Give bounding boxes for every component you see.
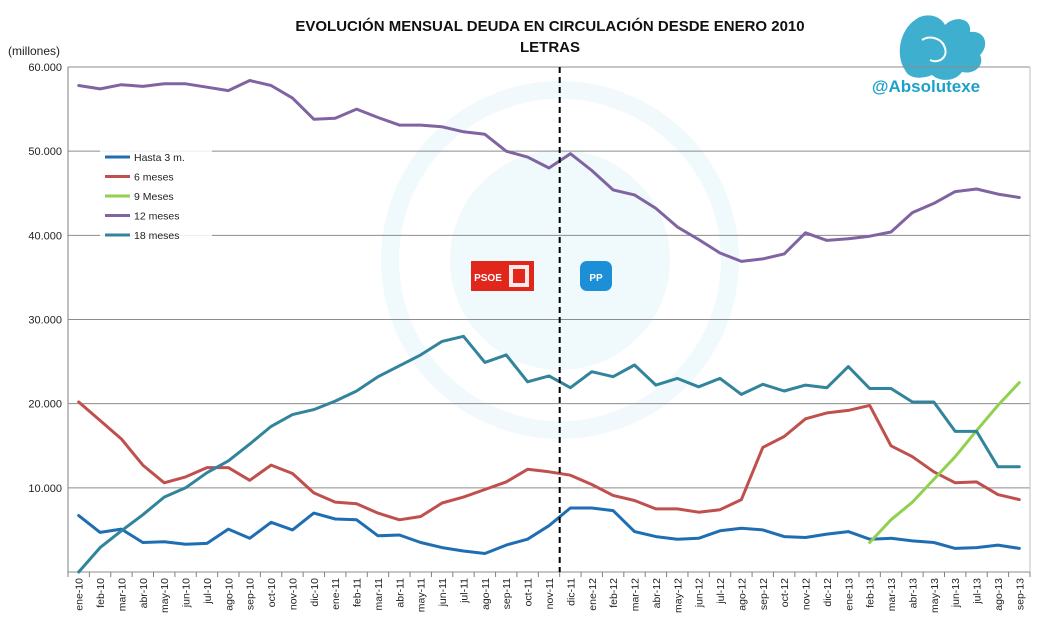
watermark-handle: @Absolutexe xyxy=(872,77,980,96)
x-tick-label: dic-10 xyxy=(309,578,321,607)
x-tick-label: feb-12 xyxy=(608,578,620,608)
x-axis-ticks: ene-10 feb-10 mar-10 abr-10 may-10 jun-10 jul-… xyxy=(67,572,1031,613)
x-tick-label: jun-11 xyxy=(437,578,449,608)
x-tick-label: mar-10 xyxy=(116,578,128,611)
x-tick-label: feb-10 xyxy=(95,578,107,608)
legend-label: Hasta 3 m. xyxy=(134,152,185,164)
series-line xyxy=(77,334,1021,574)
x-tick-label: mar-13 xyxy=(886,578,898,611)
series-layer xyxy=(77,79,1021,574)
x-tick-label: oct-12 xyxy=(779,578,791,607)
x-tick-label: mar-12 xyxy=(630,578,642,611)
x-tick-label: jul-10 xyxy=(202,578,214,605)
x-tick-label: ago-10 xyxy=(223,578,235,611)
x-tick-label: ene-11 xyxy=(330,578,342,610)
x-tick-label: may-11 xyxy=(416,578,428,612)
x-tick-label: dic-12 xyxy=(822,578,834,607)
x-tick-label: jun-10 xyxy=(181,578,193,608)
x-tick-label: nov-11 xyxy=(544,578,556,609)
series-line xyxy=(77,400,1021,522)
series-6-meses xyxy=(77,400,1021,522)
x-tick-label: nov-12 xyxy=(801,578,813,610)
grid-layer xyxy=(67,66,1031,573)
x-tick-label: oct-11 xyxy=(523,578,535,607)
x-tick-label: oct-10 xyxy=(266,578,278,607)
x-tick-label: mar-11 xyxy=(373,578,385,611)
x-tick-label: sep-13 xyxy=(1014,578,1026,610)
x-tick-label: jul-13 xyxy=(972,578,984,605)
y-tick-label: 10.000 xyxy=(28,483,62,495)
psoe-badge: PSOE xyxy=(471,261,534,291)
legend: Hasta 3 m. 6 meses 9 Meses 12 meses 18 meses xyxy=(100,146,212,242)
x-tick-label: abr-12 xyxy=(651,578,663,609)
series-line xyxy=(77,79,1021,263)
y-tick-label: 40.000 xyxy=(28,230,62,242)
legend-label: 9 Meses xyxy=(134,191,174,203)
y-tick-label: 30.000 xyxy=(28,315,62,327)
x-tick-label: jun-13 xyxy=(950,578,962,608)
series-18-meses xyxy=(77,334,1021,574)
legend-label: 18 meses xyxy=(134,230,180,242)
legend-label: 6 meses xyxy=(134,172,174,184)
pp-badge-label: PP xyxy=(589,273,603,284)
y-tick-label: 50.000 xyxy=(28,146,62,158)
x-tick-label: abr-10 xyxy=(138,578,150,609)
x-tick-label: ene-13 xyxy=(843,578,855,611)
series-12-meses xyxy=(77,79,1021,263)
x-tick-label: abr-13 xyxy=(907,578,919,609)
series-line xyxy=(77,506,1021,555)
y-tick-label: 60.000 xyxy=(28,62,62,74)
x-tick-label: sep-10 xyxy=(245,578,257,610)
psoe-badge-label: PSOE xyxy=(474,273,502,284)
pp-badge: PP xyxy=(580,261,612,291)
x-tick-label: dic-11 xyxy=(565,578,577,606)
x-tick-label: nov-10 xyxy=(287,578,299,610)
x-tick-label: jul-11 xyxy=(458,578,470,604)
griffin-logo-icon xyxy=(899,15,986,80)
x-tick-label: ene-12 xyxy=(587,578,599,611)
x-tick-label: ago-13 xyxy=(993,578,1005,611)
x-tick-label: ago-11 xyxy=(480,578,492,610)
x-tick-label: sep-11 xyxy=(501,578,513,609)
legend-label: 12 meses xyxy=(134,211,180,223)
series-line xyxy=(868,381,1021,544)
x-tick-label: may-13 xyxy=(929,578,941,613)
x-tick-label: feb-11 xyxy=(352,578,364,607)
y-axis-unit-label: (millones) xyxy=(8,44,60,58)
x-tick-label: sep-12 xyxy=(758,578,770,610)
series-9-meses xyxy=(868,381,1021,544)
y-axis-ticks: 60.000 50.000 40.000 30.000 20.000 10.000 xyxy=(28,62,62,495)
x-tick-label: ago-12 xyxy=(736,578,748,611)
x-tick-label: ene-10 xyxy=(74,578,86,611)
x-tick-label: abr-11 xyxy=(394,578,406,608)
x-tick-label: feb-13 xyxy=(865,578,877,608)
chart-title: EVOLUCIÓN MENSUAL DEUDA EN CIRCULACIÓN D… xyxy=(295,17,804,35)
x-tick-label: may-10 xyxy=(159,578,171,613)
y-tick-label: 20.000 xyxy=(28,399,62,411)
series-hasta-3-m- xyxy=(77,506,1021,555)
x-tick-label: may-12 xyxy=(672,578,684,613)
chart-subtitle: LETRAS xyxy=(520,39,580,56)
x-tick-label: jul-12 xyxy=(715,578,727,605)
x-tick-label: jun-12 xyxy=(694,578,706,608)
